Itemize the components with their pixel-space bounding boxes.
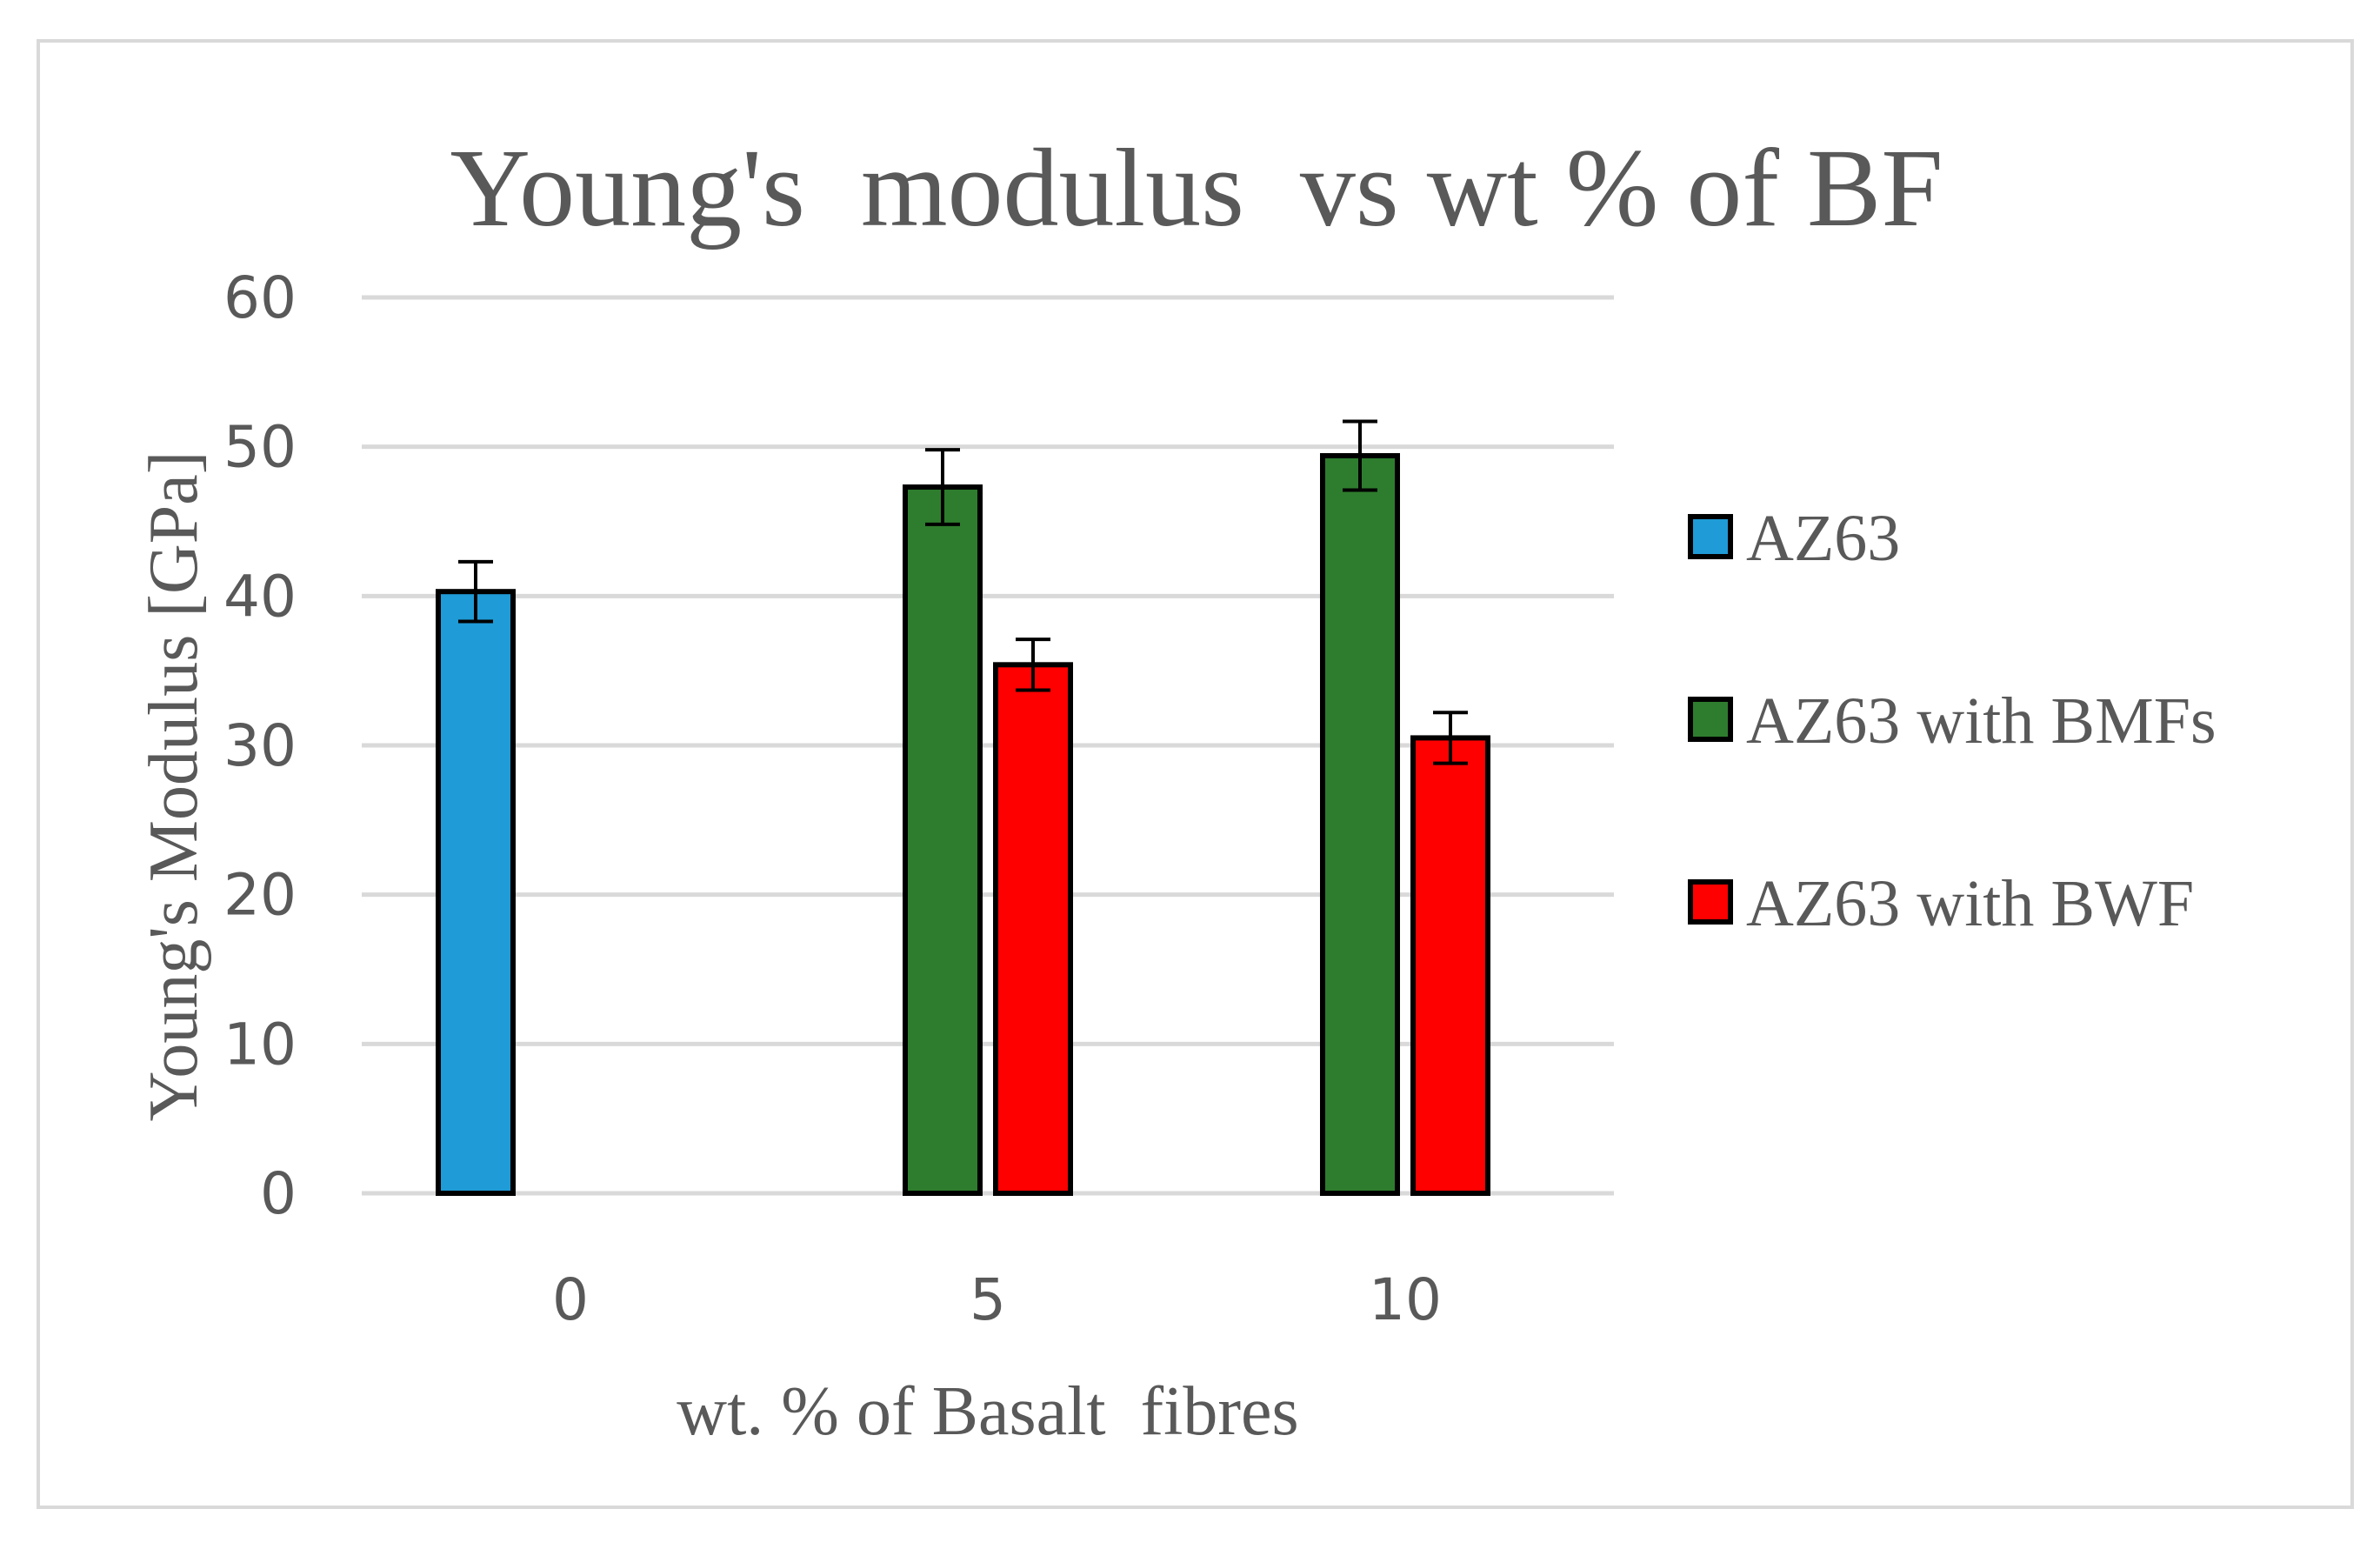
y-tick-label: 30	[223, 712, 297, 779]
legend: AZ63 AZ63 with BMFs AZ63 with BWF	[1688, 502, 2217, 940]
chart-title: Young's modulus vs wt % of BF	[450, 126, 1943, 250]
legend-swatch	[1688, 697, 1733, 742]
x-tick-label: 0	[552, 1266, 589, 1333]
y-tick-label: 10	[223, 1011, 297, 1078]
legend-label: AZ63 with BWF	[1746, 867, 2194, 940]
y-tick-label: 60	[223, 264, 297, 331]
y-tick-label: 50	[223, 414, 297, 481]
y-axis-ticks: 0 10 20 30 40 50 60	[223, 264, 297, 1227]
legend-label: AZ63 with BMFs	[1746, 684, 2217, 758]
bar-az63-with-bwf	[993, 662, 1073, 1196]
bar-az63-with-bmfs	[903, 484, 983, 1196]
y-tick-label: 0	[260, 1160, 297, 1227]
legend-swatch	[1688, 879, 1733, 925]
bar-az63	[436, 589, 516, 1196]
bar-az63-with-bmfs	[1320, 452, 1400, 1196]
x-tick-label: 10	[1369, 1266, 1442, 1333]
y-axis-title: Young's Modulus [GPa]	[136, 451, 212, 1122]
bar-az63-with-bwf	[1410, 735, 1490, 1196]
x-axis-title: wt. % of Basalt fibres	[677, 1373, 1298, 1450]
x-axis-ticks: 0 5 10	[552, 1266, 1442, 1333]
y-tick-label: 40	[223, 563, 297, 630]
bar-chart: Young's modulus vs wt % of BF 0 10 20 30 40 5…	[136, 126, 2217, 1450]
legend-label: AZ63	[1746, 502, 1900, 575]
bars	[436, 419, 1490, 1196]
chart-frame: Young's modulus vs wt % of BF 0 10 20 30 40 5…	[37, 39, 2354, 1509]
gridlines	[362, 295, 1614, 1196]
legend-swatch	[1688, 514, 1733, 559]
y-tick-label: 20	[223, 862, 297, 929]
x-tick-label: 5	[970, 1266, 1006, 1333]
